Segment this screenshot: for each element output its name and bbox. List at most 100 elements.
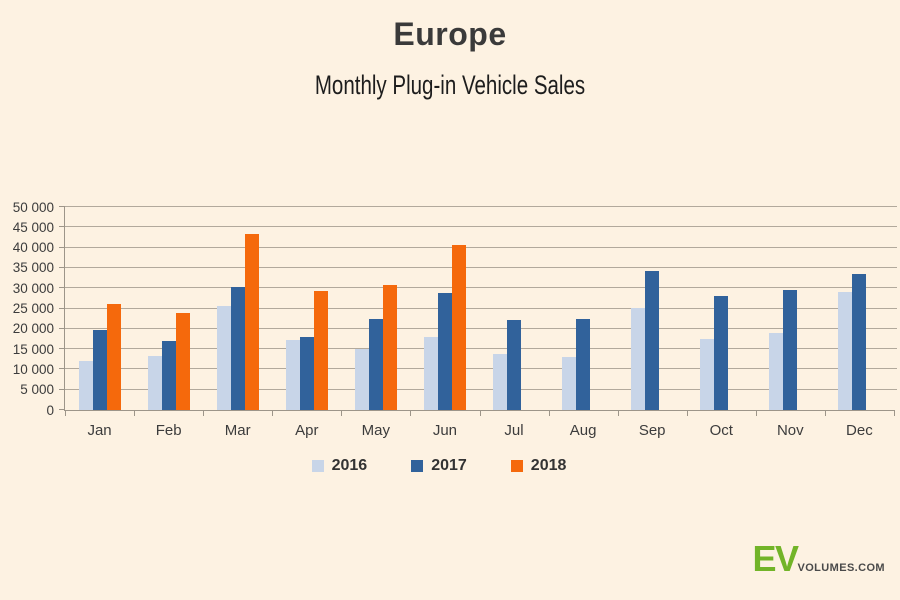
- gridline: [65, 287, 897, 289]
- bar-slot: [507, 207, 521, 410]
- legend-swatch-2017: [411, 460, 424, 472]
- x-axis-label-apr: Apr: [295, 422, 319, 439]
- bar-2016-jun: [423, 337, 438, 410]
- y-axis-tick-label: 0: [46, 402, 54, 418]
- bar-group-apr: [272, 207, 341, 410]
- gridline: [65, 368, 897, 370]
- y-axis-tick-label: 25 000: [12, 300, 54, 316]
- y-axis-tick: [59, 388, 65, 390]
- y-axis-tick-label: 30 000: [12, 280, 54, 296]
- bar-slot: [493, 207, 507, 410]
- gridline: [65, 348, 897, 350]
- gridline: [65, 226, 897, 228]
- x-axis-label-jun: Jun: [432, 422, 458, 439]
- x-axis-tick: [134, 410, 136, 416]
- bar-groups: [65, 207, 894, 410]
- bar-group-sep: [618, 207, 687, 410]
- bar-2017-may: [368, 318, 383, 410]
- bar-slot: [645, 207, 660, 410]
- x-axis-label-may: May: [361, 422, 391, 439]
- bar-slot: [714, 207, 729, 410]
- bar-slot: [368, 207, 383, 410]
- bar-slot: [521, 207, 535, 410]
- legend-swatch-2018: [510, 460, 523, 472]
- legend-item-2017: 2017: [411, 457, 467, 475]
- bar-group-jan: [65, 207, 134, 410]
- bar-2016-nov: [769, 332, 784, 410]
- bar-group-mar: [203, 207, 272, 410]
- bar-2016-oct: [700, 338, 715, 410]
- bar-2018-apr: [313, 290, 328, 410]
- y-axis-tick-label: 40 000: [12, 239, 54, 255]
- bar-slot: [838, 207, 853, 410]
- chart-title: Europe: [393, 16, 507, 52]
- bar-group-jun: [410, 207, 479, 410]
- bar-slot: [783, 207, 798, 410]
- x-axis-label-sep: Sep: [638, 422, 666, 439]
- legend-item-2016: 2016: [311, 457, 367, 475]
- x-axis-labels: Jan Feb Mar Apr May Jun Jul Aug Sep Oct Nov Dec: [65, 422, 894, 439]
- gridline: [65, 307, 897, 309]
- bar-2016-dec: [838, 292, 853, 410]
- bar-2018-may: [382, 284, 397, 410]
- y-axis-tick-label: 20 000: [12, 321, 54, 337]
- bar-slot: [313, 207, 328, 410]
- y-axis-tick: [59, 348, 65, 350]
- evvolumes-logo: EV VOLUMES.COM: [752, 541, 885, 577]
- gridline: [65, 246, 897, 248]
- x-axis-label-jul: Jul: [504, 422, 524, 439]
- bar-slot: [106, 207, 121, 410]
- x-axis-label-dec: Dec: [846, 422, 873, 439]
- y-axis-tick: [59, 287, 65, 289]
- bar-group-feb: [134, 207, 203, 410]
- y-axis-tick: [59, 266, 65, 268]
- bar-slot: [728, 207, 742, 410]
- bar-slot: [576, 207, 591, 410]
- chart-legend: 2016 2017 2018: [0, 457, 889, 475]
- y-axis-tick: [59, 409, 65, 410]
- x-axis-tick: [341, 410, 343, 416]
- gridline: [65, 327, 897, 329]
- bar-2017-feb: [161, 341, 176, 410]
- bar-group-aug: [549, 207, 618, 410]
- logo-suffix-text: VOLUMES.COM: [797, 562, 885, 574]
- bar-slot: [285, 207, 300, 410]
- y-axis-tick-label: 35 000: [12, 260, 54, 276]
- bar-slot: [299, 207, 314, 410]
- x-axis-tick: [686, 410, 688, 416]
- x-axis-tick: [894, 410, 895, 416]
- x-axis-tick: [410, 410, 412, 416]
- bar-group-oct: [687, 207, 756, 410]
- y-axis-tick: [59, 307, 65, 309]
- y-axis-tick: [59, 327, 65, 329]
- bar-2017-apr: [299, 336, 314, 410]
- legend-item-2018: 2018: [510, 457, 566, 475]
- y-axis-tick-label: 5 000: [20, 381, 54, 397]
- bar-2017-oct: [714, 296, 729, 410]
- bar-group-jul: [479, 207, 548, 410]
- bar-2016-jul: [493, 353, 507, 410]
- x-axis-tick: [617, 410, 619, 416]
- plot-area: 0 5 000 10 000 15 000 20 000 25 000 30 000 35 0…: [13, 200, 897, 439]
- bar-slot: [92, 207, 107, 410]
- x-axis-label-mar: Mar: [224, 422, 251, 439]
- x-axis-tick: [479, 410, 481, 416]
- x-axis-label-nov: Nov: [776, 422, 804, 439]
- x-axis-tick: [65, 410, 66, 416]
- x-axis-tick: [824, 410, 826, 416]
- bar-2018-jan: [106, 304, 121, 410]
- legend-label-2017: 2017: [431, 457, 467, 474]
- bar-slot: [216, 207, 231, 410]
- x-axis-label-feb: Feb: [155, 422, 182, 439]
- x-axis-tick: [272, 410, 274, 416]
- bar-slot: [769, 207, 784, 410]
- bar-slot: [175, 207, 190, 410]
- y-axis-tick-label: 45 000: [12, 219, 54, 235]
- y-axis-tick: [59, 226, 65, 228]
- gridline: [65, 266, 897, 268]
- y-axis-tick: [59, 368, 65, 370]
- bar-slot: [354, 207, 369, 410]
- y-axis-tick: [59, 206, 65, 207]
- bar-slot: [797, 207, 811, 410]
